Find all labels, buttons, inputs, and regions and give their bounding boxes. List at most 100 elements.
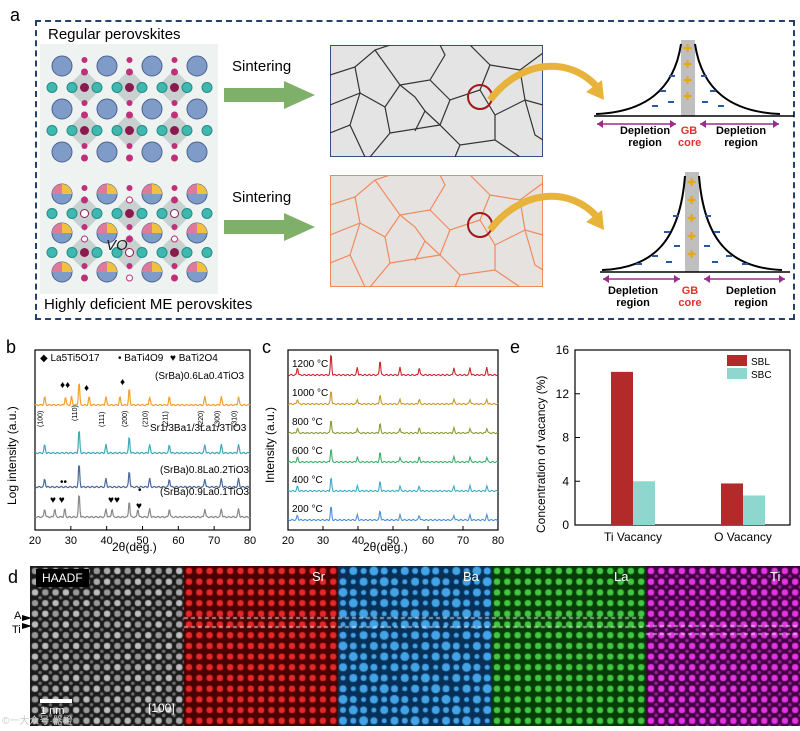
oxygen-atom [111,247,123,258]
peak-marker: ♥♥ [108,495,120,506]
ti-atom [171,274,178,282]
a-site-atom [96,55,118,77]
a-site-segment [197,223,207,233]
a-site-segment [62,223,72,233]
ti-atom [81,185,88,191]
oxygen-atom [66,208,78,219]
oxygen-atom [46,208,58,219]
oxygen-atom [156,125,168,136]
trace-label-2: (SrBa)0.8La0.2TiO3 [160,465,250,476]
grain-boundary [389,254,441,264]
oxygen-atom [91,208,103,219]
b-site-atom [125,209,134,218]
peak-marker: ♥ ♥ [50,495,65,506]
ti-atom [81,100,88,106]
e-ylabel: Concentration of vacancy (%) [534,376,548,533]
depletion-left-top: Depletion region [619,125,671,149]
ti-atom [81,57,88,63]
oxygen-atom [201,125,213,136]
oxygen-atom [46,125,58,136]
a-site-atom [141,98,163,120]
panel-e-bar-chart: 0 4 8 12 16 Ti Vacancy O Vacancy Concentrati… [534,343,791,544]
la-label: La [614,569,629,584]
ti-atom [126,235,133,243]
sintering-arrow-top [224,81,315,109]
oxygen-atom [181,82,193,93]
bar-SBC-Ti-Vacancy [633,481,655,525]
a-site-segment [152,184,162,194]
b-site-atom [125,248,134,257]
ti-atom [126,196,133,204]
y-tick-label: 8 [562,431,569,445]
a-site-segment [52,262,62,272]
site-a-label: A [14,610,22,622]
a-site-atom [51,55,73,77]
watermark: ©一大众号·器橙 [2,716,73,727]
xrd-trace-200 °C [287,506,498,522]
svg-text:✚: ✚ [687,249,696,261]
depletion-arrows-bottom [603,275,785,283]
hkl-label: (220) [198,411,205,427]
ti-atom [126,111,133,119]
legend-sbc-swatch [727,368,747,379]
ti-atom [126,185,133,191]
sintering-arrow-bottom [224,213,315,241]
vacancy-symbol: VO [106,237,128,254]
oxygen-atom [181,247,193,258]
b-site-atom [170,83,179,92]
sintering-label-bottom: Sintering [232,189,292,206]
a-site-segment [97,262,107,272]
b-site-atom [80,209,89,218]
svg-text:✚: ✚ [683,75,692,87]
ti-atom [126,100,133,106]
grain-boundary [330,175,391,206]
grain-boundary [349,254,366,287]
a-site-atom [186,55,208,77]
regular-title: Regular perovskites [48,26,181,43]
zoom-arrow-top [487,62,604,103]
b-site-atom [80,83,89,92]
svg-text:✚: ✚ [683,91,692,103]
grain-boundary [399,214,426,242]
y-tick-label: 4 [562,474,569,488]
a-site-segment [97,184,107,194]
svg-text:✚: ✚ [687,231,696,243]
hkl-label: (300) [214,411,221,427]
ti-atom [171,100,178,106]
x-tick-label: 40 [352,535,364,547]
y-tick-label: 16 [556,343,570,357]
hkl-label: (100) [38,411,45,427]
hkl-label: (110) [72,405,79,421]
grain-boundary [454,274,461,287]
deficient-lattice: VO [40,172,218,294]
temperature-label: 800 °C [292,417,323,428]
oxygen-atom [136,82,148,93]
temperature-label: 600 °C [292,446,323,457]
oxygen-atom [66,247,78,258]
hkl-label: (210) [143,411,150,427]
b-site-atom [80,248,89,257]
scale-bar [40,699,72,703]
hkl-label: (310) [232,411,239,427]
panel-d-maps [30,566,800,726]
haadf-label: HAADF [36,569,89,587]
ti-atom [126,274,133,282]
oxygen-atom [91,247,103,258]
b-site-atom [80,126,89,135]
xrd-trace-400 °C [287,477,499,493]
a-site-segment [187,184,197,194]
oxygen-atom [66,125,78,136]
peak-marker: ♥ [136,501,142,512]
oxygen-atom [136,247,148,258]
ti-atom [126,263,133,269]
a-site-segment [187,262,197,272]
gb-core-top: GB core [678,125,702,149]
ti-atom [171,263,178,269]
grain-boundary [399,45,446,86]
ti-atom [126,154,133,162]
oxygen-atom [136,208,148,219]
site-ti-label: Ti [12,624,21,636]
svg-text:✚: ✚ [687,195,696,207]
hkl-label: (211) [162,411,169,427]
peak-marker: ♦ [84,383,89,394]
